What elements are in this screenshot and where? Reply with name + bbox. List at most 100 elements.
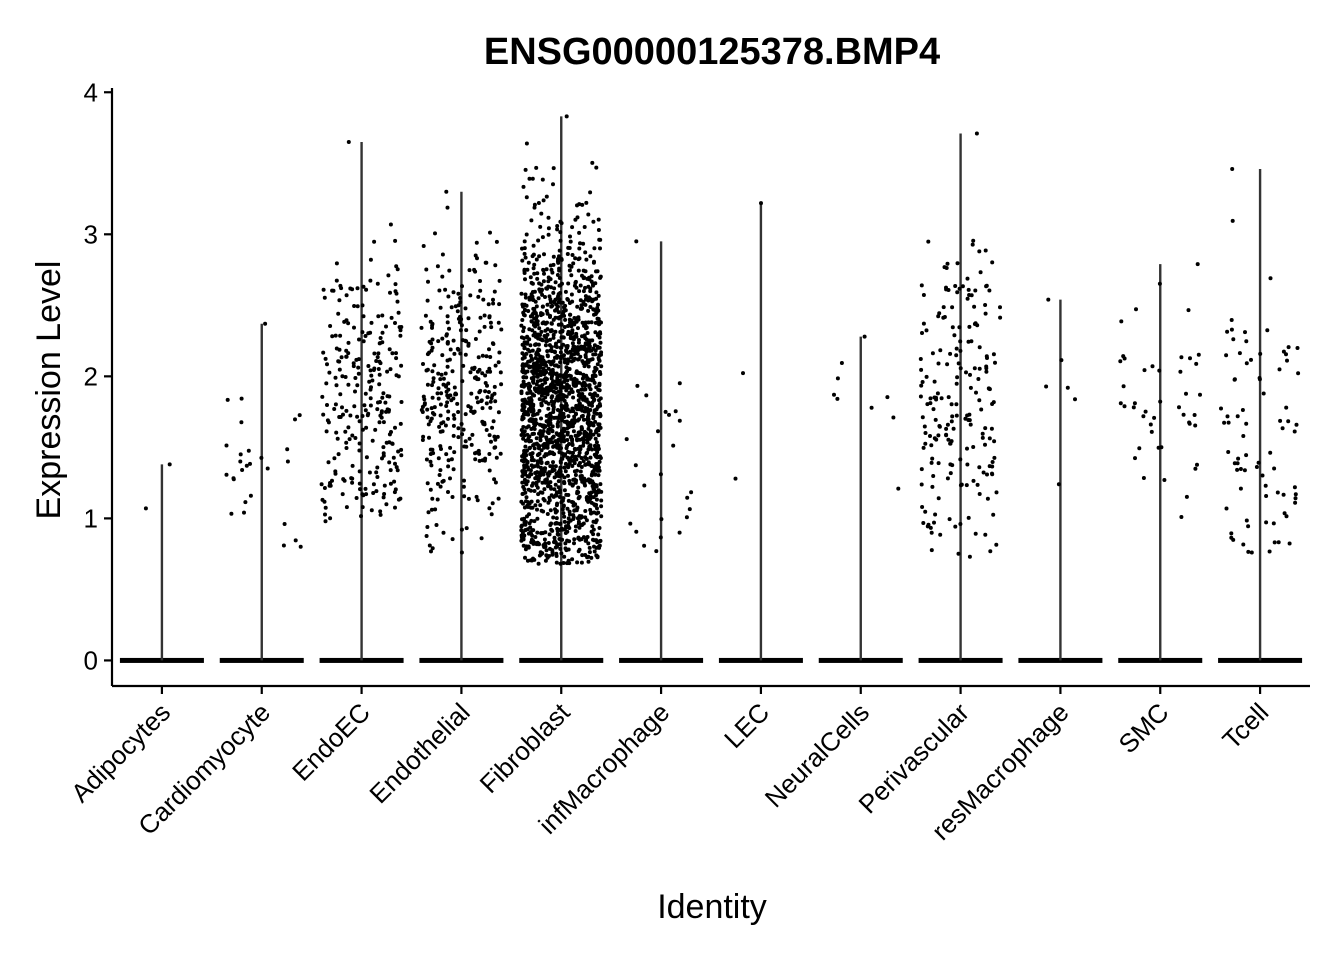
data-point bbox=[529, 472, 534, 477]
data-point bbox=[496, 496, 501, 501]
data-point bbox=[360, 303, 365, 308]
data-point bbox=[427, 543, 432, 548]
data-point bbox=[545, 338, 550, 343]
data-point bbox=[440, 479, 445, 484]
data-point bbox=[958, 457, 963, 462]
data-point bbox=[973, 531, 978, 536]
data-point bbox=[555, 227, 560, 232]
data-point bbox=[599, 504, 604, 509]
data-point bbox=[526, 467, 531, 472]
data-point bbox=[566, 520, 571, 525]
data-point bbox=[536, 390, 541, 395]
data-point bbox=[594, 518, 599, 523]
data-point bbox=[1276, 540, 1281, 545]
data-point bbox=[438, 377, 443, 382]
data-point bbox=[476, 448, 481, 453]
data-point bbox=[587, 377, 592, 382]
data-point bbox=[565, 438, 570, 442]
data-point bbox=[527, 359, 532, 364]
data-point bbox=[1131, 405, 1136, 410]
data-point bbox=[988, 549, 993, 554]
data-point bbox=[350, 480, 355, 485]
data-point bbox=[551, 407, 556, 412]
data-point bbox=[1293, 492, 1298, 497]
data-point bbox=[451, 433, 456, 438]
data-point bbox=[1229, 327, 1234, 332]
data-point bbox=[919, 283, 924, 288]
data-point bbox=[564, 114, 569, 119]
data-point bbox=[587, 275, 592, 280]
data-point bbox=[947, 517, 952, 522]
x-tick-label: SMC bbox=[1112, 697, 1174, 759]
data-point bbox=[529, 439, 533, 443]
data-point bbox=[586, 412, 591, 417]
data-point bbox=[579, 465, 584, 469]
data-point bbox=[565, 297, 570, 301]
data-point bbox=[591, 307, 596, 312]
data-point bbox=[971, 445, 976, 449]
data-point bbox=[562, 554, 567, 559]
data-point bbox=[994, 490, 999, 495]
data-point bbox=[524, 232, 529, 237]
violin-group bbox=[519, 114, 604, 663]
data-point bbox=[490, 425, 495, 430]
data-point bbox=[977, 366, 982, 371]
data-point bbox=[475, 498, 480, 503]
data-point bbox=[551, 515, 556, 520]
data-point bbox=[395, 267, 400, 272]
data-point bbox=[560, 397, 565, 401]
data-point bbox=[526, 436, 531, 441]
data-point bbox=[967, 554, 972, 559]
data-point bbox=[482, 313, 487, 318]
data-point bbox=[464, 339, 469, 344]
data-point bbox=[569, 273, 574, 278]
data-point bbox=[451, 396, 456, 401]
data-point bbox=[520, 480, 525, 485]
data-point bbox=[443, 287, 448, 292]
data-point bbox=[368, 257, 373, 262]
data-point bbox=[546, 232, 551, 237]
data-point bbox=[488, 230, 492, 235]
data-point bbox=[535, 499, 540, 504]
data-point bbox=[555, 542, 560, 547]
data-point bbox=[548, 508, 553, 513]
data-point bbox=[989, 426, 994, 431]
data-point bbox=[438, 402, 443, 407]
data-point bbox=[457, 320, 462, 325]
data-point bbox=[1260, 473, 1265, 478]
data-point bbox=[545, 302, 550, 307]
data-point bbox=[565, 361, 570, 366]
data-point bbox=[259, 455, 264, 460]
data-point bbox=[567, 461, 572, 466]
data-point bbox=[522, 346, 527, 351]
data-point bbox=[741, 371, 745, 376]
data-point bbox=[555, 422, 560, 426]
data-point bbox=[1194, 361, 1199, 366]
data-point bbox=[430, 395, 435, 400]
data-point bbox=[567, 509, 572, 514]
data-point bbox=[368, 278, 373, 283]
data-point bbox=[366, 364, 371, 368]
data-point bbox=[970, 242, 975, 247]
data-point bbox=[437, 473, 442, 477]
data-point bbox=[398, 328, 403, 333]
data-point bbox=[1296, 371, 1301, 376]
data-point bbox=[592, 312, 596, 317]
data-point bbox=[461, 427, 466, 432]
data-point bbox=[592, 391, 597, 396]
data-point bbox=[526, 531, 531, 536]
data-point bbox=[388, 290, 392, 295]
data-point bbox=[541, 398, 546, 402]
data-point bbox=[896, 486, 901, 491]
data-point bbox=[573, 256, 578, 261]
data-point bbox=[1238, 467, 1243, 471]
data-point bbox=[954, 381, 959, 386]
data-point bbox=[493, 445, 498, 450]
data-point bbox=[1193, 466, 1198, 471]
data-point bbox=[953, 524, 958, 529]
data-point bbox=[584, 200, 589, 205]
data-point bbox=[862, 334, 867, 339]
data-point bbox=[1158, 399, 1163, 404]
data-point bbox=[392, 490, 397, 495]
data-point bbox=[1267, 549, 1272, 554]
